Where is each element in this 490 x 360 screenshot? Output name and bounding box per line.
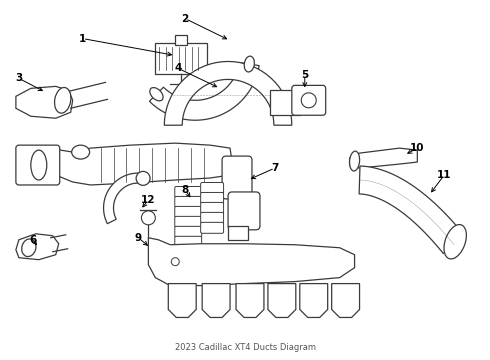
Circle shape (142, 211, 155, 225)
Polygon shape (149, 63, 259, 120)
FancyBboxPatch shape (175, 206, 202, 217)
FancyBboxPatch shape (201, 212, 223, 223)
Text: 8: 8 (182, 185, 189, 195)
Ellipse shape (54, 87, 71, 113)
Text: 4: 4 (174, 63, 182, 73)
FancyBboxPatch shape (228, 192, 260, 230)
FancyBboxPatch shape (175, 216, 202, 227)
FancyBboxPatch shape (16, 145, 60, 185)
FancyBboxPatch shape (201, 202, 223, 213)
Text: 2023 Cadillac XT4 Ducts Diagram: 2023 Cadillac XT4 Ducts Diagram (174, 343, 316, 352)
FancyBboxPatch shape (292, 85, 326, 115)
Ellipse shape (444, 225, 466, 259)
Text: 11: 11 (437, 170, 451, 180)
FancyBboxPatch shape (201, 222, 223, 233)
FancyBboxPatch shape (175, 226, 202, 237)
Bar (228, 226, 248, 240)
Text: 10: 10 (410, 143, 424, 153)
Circle shape (172, 258, 179, 266)
Ellipse shape (349, 151, 360, 171)
Text: 1: 1 (79, 33, 86, 44)
Polygon shape (300, 284, 328, 318)
Text: 6: 6 (29, 235, 36, 245)
Polygon shape (202, 284, 230, 318)
Bar (270, 90, 300, 115)
Text: 3: 3 (15, 73, 23, 84)
Polygon shape (168, 284, 196, 318)
FancyBboxPatch shape (201, 193, 223, 203)
Polygon shape (236, 284, 264, 318)
Polygon shape (349, 148, 417, 168)
Bar (175, 35, 187, 45)
FancyBboxPatch shape (222, 156, 252, 199)
Polygon shape (164, 62, 292, 125)
Polygon shape (332, 284, 360, 318)
Text: 2: 2 (182, 14, 189, 24)
Bar (155, 42, 207, 75)
Text: 5: 5 (301, 71, 308, 80)
Text: 12: 12 (141, 195, 156, 205)
Text: 9: 9 (135, 233, 142, 243)
FancyBboxPatch shape (201, 183, 223, 193)
Circle shape (136, 171, 150, 185)
Polygon shape (268, 284, 296, 318)
FancyBboxPatch shape (175, 186, 202, 197)
Polygon shape (16, 234, 59, 260)
Polygon shape (148, 238, 355, 285)
FancyBboxPatch shape (175, 236, 202, 247)
Ellipse shape (22, 239, 36, 257)
Polygon shape (56, 143, 232, 185)
Polygon shape (16, 86, 73, 118)
FancyBboxPatch shape (175, 197, 202, 207)
Polygon shape (103, 173, 144, 224)
Polygon shape (359, 166, 465, 253)
Ellipse shape (244, 56, 254, 72)
Ellipse shape (31, 150, 47, 180)
Ellipse shape (72, 145, 90, 159)
Ellipse shape (150, 87, 163, 101)
Text: 7: 7 (271, 163, 279, 173)
